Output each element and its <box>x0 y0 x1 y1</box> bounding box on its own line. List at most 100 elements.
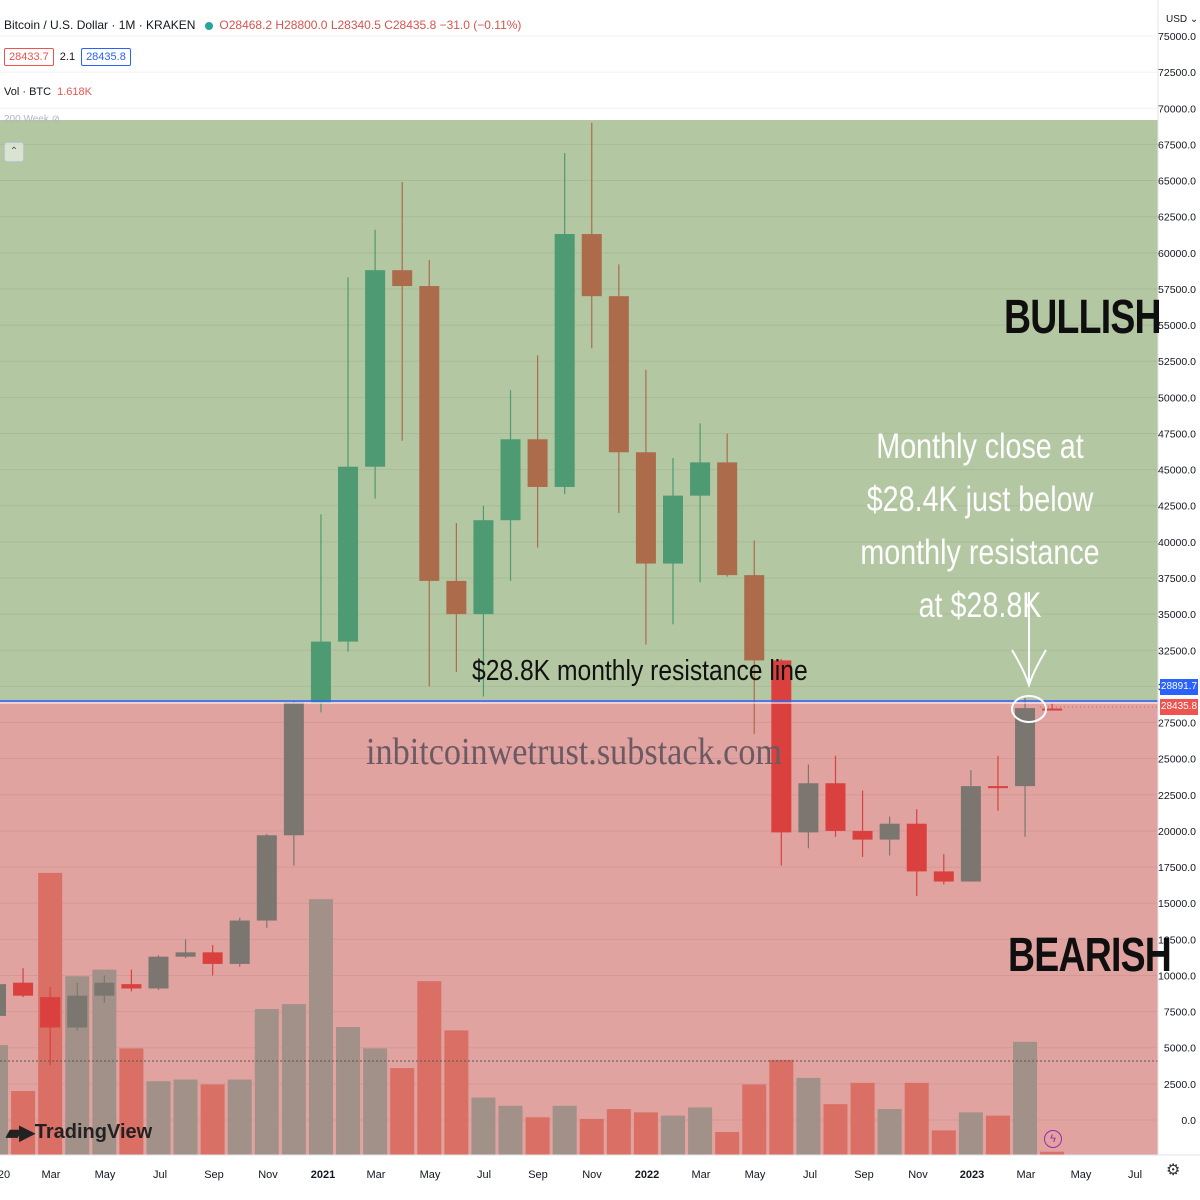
candle-body[interactable] <box>229 920 250 964</box>
volume-bar <box>173 1079 198 1155</box>
price-tick-label: 15000.0 <box>1158 898 1196 910</box>
candle-body[interactable] <box>690 462 711 496</box>
price-tick-label: 55000.0 <box>1158 320 1196 332</box>
candle-body[interactable] <box>13 982 34 996</box>
time-tick-label: May <box>95 1169 116 1181</box>
time-tick-label: Nov <box>908 1169 928 1181</box>
candle-body[interactable] <box>635 452 656 564</box>
volume-bar <box>119 1048 144 1155</box>
candle-body[interactable] <box>40 997 61 1028</box>
candle-body[interactable] <box>121 984 142 989</box>
candle-body[interactable] <box>0 984 6 1016</box>
volume-bar <box>850 1082 875 1155</box>
candle-body[interactable] <box>94 982 115 996</box>
volume-bar <box>363 1048 388 1155</box>
candle-body[interactable] <box>473 520 494 615</box>
price-tick-label: 37500.0 <box>1158 573 1196 585</box>
volume-label: Vol · BTC <box>4 86 52 98</box>
candle-body[interactable] <box>148 956 169 989</box>
candle-body[interactable] <box>960 786 981 882</box>
candle-body[interactable] <box>1042 708 1063 711</box>
candle-body[interactable] <box>581 234 602 297</box>
time-tick-label: Mar <box>367 1169 386 1181</box>
hidden-eye-icon[interactable]: ⊘ <box>51 114 61 125</box>
symbol-title[interactable]: Bitcoin / U.S. Dollar · 1M · KRAKEN <box>4 18 196 32</box>
volume-bar <box>1013 1041 1038 1155</box>
ma-label: 200 Week <box>4 114 49 125</box>
price-tick-label: 25000.0 <box>1158 754 1196 766</box>
chevron-down-icon: ⌄ <box>1189 14 1199 25</box>
price-tick-label: 32500.0 <box>1158 645 1196 657</box>
bid-ask-row: 28433.7 2.1 28435.8 <box>4 48 131 66</box>
volume-bar <box>985 1115 1010 1155</box>
price-tick-label: 65000.0 <box>1158 176 1196 188</box>
symbol-legend: Bitcoin / U.S. Dollar · 1M · KRAKEN O2846… <box>4 18 521 32</box>
candle-body[interactable] <box>987 786 1008 789</box>
candles[interactable] <box>0 122 1063 1066</box>
volume-bar <box>715 1132 740 1155</box>
candle-body[interactable] <box>256 835 277 921</box>
candle-body[interactable] <box>608 296 629 453</box>
candle-body[interactable] <box>717 462 738 576</box>
currency-selector[interactable]: USD ⌄ <box>1166 14 1198 25</box>
market-status-icon <box>205 21 214 30</box>
time-tick-label: Mar <box>42 1169 61 1181</box>
volume-legend[interactable]: Vol · BTC 1.618K <box>4 86 92 98</box>
candle-body[interactable] <box>825 783 846 831</box>
price-tick-label: 27500.0 <box>1158 718 1196 730</box>
bearish-zone <box>0 701 1158 1155</box>
price-tick-label: 0.0 <box>1181 1115 1196 1127</box>
candle-body[interactable] <box>446 580 467 615</box>
time-axis-background <box>0 1155 1200 1200</box>
candle-body[interactable] <box>744 575 765 661</box>
volume-bar <box>661 1115 685 1155</box>
volume-bar <box>200 1084 225 1155</box>
time-tick-label: May <box>1071 1169 1092 1181</box>
candle-body[interactable] <box>1015 708 1036 787</box>
price-tick-label: 17500.0 <box>1158 862 1196 874</box>
time-tick-label: Sep <box>528 1169 548 1181</box>
candle-body[interactable] <box>283 702 304 836</box>
chevron-up-icon: ⌃ <box>9 146 19 157</box>
gear-icon[interactable]: ⚙ <box>1166 1162 1181 1179</box>
time-tick-label: May <box>745 1169 766 1181</box>
candle-body[interactable] <box>392 270 413 287</box>
candle-body[interactable] <box>852 830 873 840</box>
candle-body[interactable] <box>67 995 88 1028</box>
resistance-price-tag: 28891.7 <box>1160 679 1198 695</box>
candle-body[interactable] <box>798 783 819 833</box>
time-tick-label: Jul <box>1128 1169 1142 1181</box>
candle-body[interactable] <box>906 823 927 872</box>
candle-body[interactable] <box>175 952 196 957</box>
candle-body[interactable] <box>554 234 575 487</box>
candle-body[interactable] <box>365 270 386 467</box>
time-axis-ticks[interactable]: 20 Mar May Jul Sep Nov 2021 Mar May Jul Sep Nov 2022… <box>0 1169 1142 1181</box>
candle-body[interactable] <box>500 439 521 521</box>
buy-price-button[interactable]: 28435.8 <box>81 48 131 66</box>
candle-body[interactable] <box>338 466 359 642</box>
time-tick-label: Nov <box>258 1169 278 1181</box>
candle-body[interactable] <box>419 286 440 581</box>
collapse-legend-button[interactable]: ⌃ <box>4 142 24 162</box>
resistance-line-label: $28.8K monthly resistance line <box>472 655 808 687</box>
candle-body[interactable] <box>310 641 331 703</box>
monthly-close-note: Monthly close at $28.4K just below month… <box>860 427 1100 625</box>
candle-body[interactable] <box>202 952 223 964</box>
candle-body[interactable] <box>879 823 900 840</box>
candle-body[interactable] <box>527 439 548 487</box>
ma-legend[interactable]: 200 Week ⊘ <box>4 114 60 125</box>
price-tick-label: 35000.0 <box>1158 609 1196 621</box>
volume-bar <box>606 1109 631 1155</box>
candle-body[interactable] <box>663 495 683 564</box>
volume-bar <box>769 1059 794 1155</box>
time-tick-label: Jul <box>153 1169 167 1181</box>
currency-label: USD <box>1166 14 1188 25</box>
price-axis-ticks[interactable]: 0.0 2500.0 5000.0 7500.0 10000.0 12500.0 15000… <box>1158 31 1196 1127</box>
volume-bar <box>904 1082 929 1155</box>
lightning-icon[interactable]: ϟ <box>1044 1130 1062 1148</box>
tradingview-logo[interactable]: ▰▶ TradingView <box>6 1120 152 1145</box>
sell-price-button[interactable]: 28433.7 <box>4 48 54 66</box>
candle-body[interactable] <box>933 871 954 882</box>
